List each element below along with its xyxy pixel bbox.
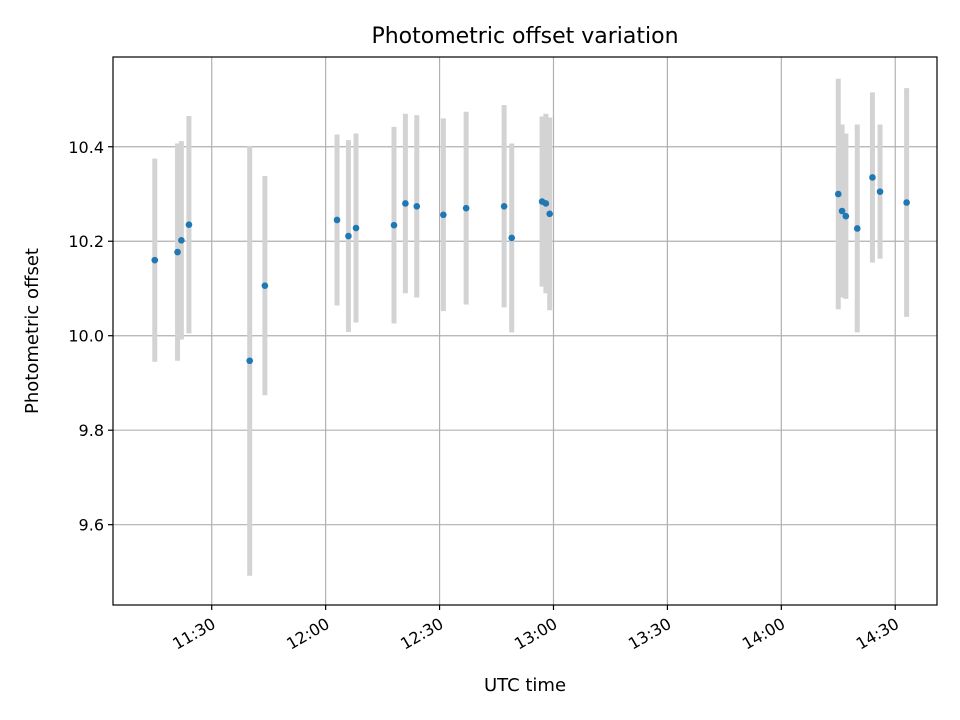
data-point — [853, 225, 861, 232]
y-tick-label: 9.6 — [79, 516, 104, 535]
data-point — [178, 236, 185, 244]
data-point — [876, 188, 884, 195]
data-point — [413, 202, 421, 210]
data-point — [546, 210, 553, 218]
plot-frame — [112, 56, 938, 606]
y-tick-label: 10.0 — [68, 327, 104, 346]
data-point — [345, 232, 352, 240]
data-point — [352, 224, 360, 232]
data-point — [462, 204, 470, 212]
data-point — [185, 221, 193, 229]
data-points — [151, 174, 910, 365]
data-point — [869, 174, 876, 181]
data-point — [151, 256, 159, 264]
data-point — [838, 207, 846, 215]
data-point — [402, 200, 409, 207]
data-point — [440, 211, 447, 219]
data-point — [333, 216, 341, 224]
data-point — [903, 199, 910, 206]
data-point — [542, 200, 550, 207]
x-axis-label: UTC time — [484, 675, 566, 696]
chart-title: Photometric offset variation — [371, 24, 678, 49]
data-point — [508, 234, 516, 242]
data-point — [174, 248, 181, 256]
data-point — [500, 202, 508, 210]
data-point — [834, 190, 842, 198]
data-point — [842, 212, 850, 220]
data-point — [261, 282, 269, 289]
data-point — [390, 221, 398, 229]
y-axis-label: Photometric offset — [22, 248, 43, 414]
y-tick-label: 9.8 — [79, 421, 104, 440]
y-tick-label: 10.2 — [68, 232, 104, 251]
data-point — [246, 357, 254, 365]
y-tick-label: 10.4 — [68, 138, 104, 157]
